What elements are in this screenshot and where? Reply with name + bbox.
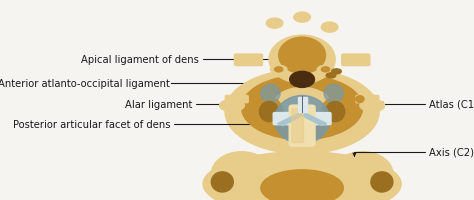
FancyBboxPatch shape <box>225 96 248 103</box>
Ellipse shape <box>271 66 287 74</box>
Ellipse shape <box>317 66 334 74</box>
Ellipse shape <box>360 100 385 112</box>
Ellipse shape <box>326 74 336 79</box>
Ellipse shape <box>274 68 283 72</box>
Text: Axis (C2): Axis (C2) <box>428 147 474 157</box>
Ellipse shape <box>290 72 314 88</box>
Ellipse shape <box>367 96 378 104</box>
Ellipse shape <box>294 13 310 23</box>
Text: Atlas (C1): Atlas (C1) <box>428 99 474 109</box>
FancyBboxPatch shape <box>235 55 263 66</box>
Text: Anterior atlanto-occipital ligament: Anterior atlanto-occipital ligament <box>0 79 170 89</box>
Text: Posterior articular facet of dens: Posterior articular facet of dens <box>12 119 170 129</box>
Text: Alar ligament: Alar ligament <box>125 99 192 109</box>
Polygon shape <box>298 98 307 112</box>
Ellipse shape <box>261 170 343 200</box>
FancyBboxPatch shape <box>356 96 379 103</box>
Polygon shape <box>302 112 327 126</box>
Ellipse shape <box>356 96 364 103</box>
Ellipse shape <box>321 68 329 72</box>
Ellipse shape <box>225 70 379 154</box>
FancyBboxPatch shape <box>289 106 315 146</box>
FancyBboxPatch shape <box>342 55 370 66</box>
Ellipse shape <box>259 102 279 122</box>
Ellipse shape <box>321 23 338 33</box>
Ellipse shape <box>211 172 233 192</box>
FancyBboxPatch shape <box>273 113 331 125</box>
Ellipse shape <box>274 96 329 144</box>
Ellipse shape <box>255 98 283 126</box>
Ellipse shape <box>371 172 393 192</box>
Ellipse shape <box>272 88 332 128</box>
Ellipse shape <box>219 100 244 112</box>
FancyBboxPatch shape <box>292 109 303 143</box>
Text: Apical ligament of dens: Apical ligament of dens <box>81 55 199 65</box>
Ellipse shape <box>332 70 341 74</box>
Ellipse shape <box>242 76 363 140</box>
Ellipse shape <box>261 85 280 103</box>
Ellipse shape <box>332 152 393 196</box>
Ellipse shape <box>266 19 283 29</box>
Ellipse shape <box>279 38 326 74</box>
Ellipse shape <box>321 98 349 126</box>
Ellipse shape <box>269 36 335 84</box>
Ellipse shape <box>211 152 272 196</box>
Ellipse shape <box>326 102 345 122</box>
Ellipse shape <box>203 152 401 200</box>
Ellipse shape <box>324 85 343 103</box>
Polygon shape <box>277 112 302 126</box>
